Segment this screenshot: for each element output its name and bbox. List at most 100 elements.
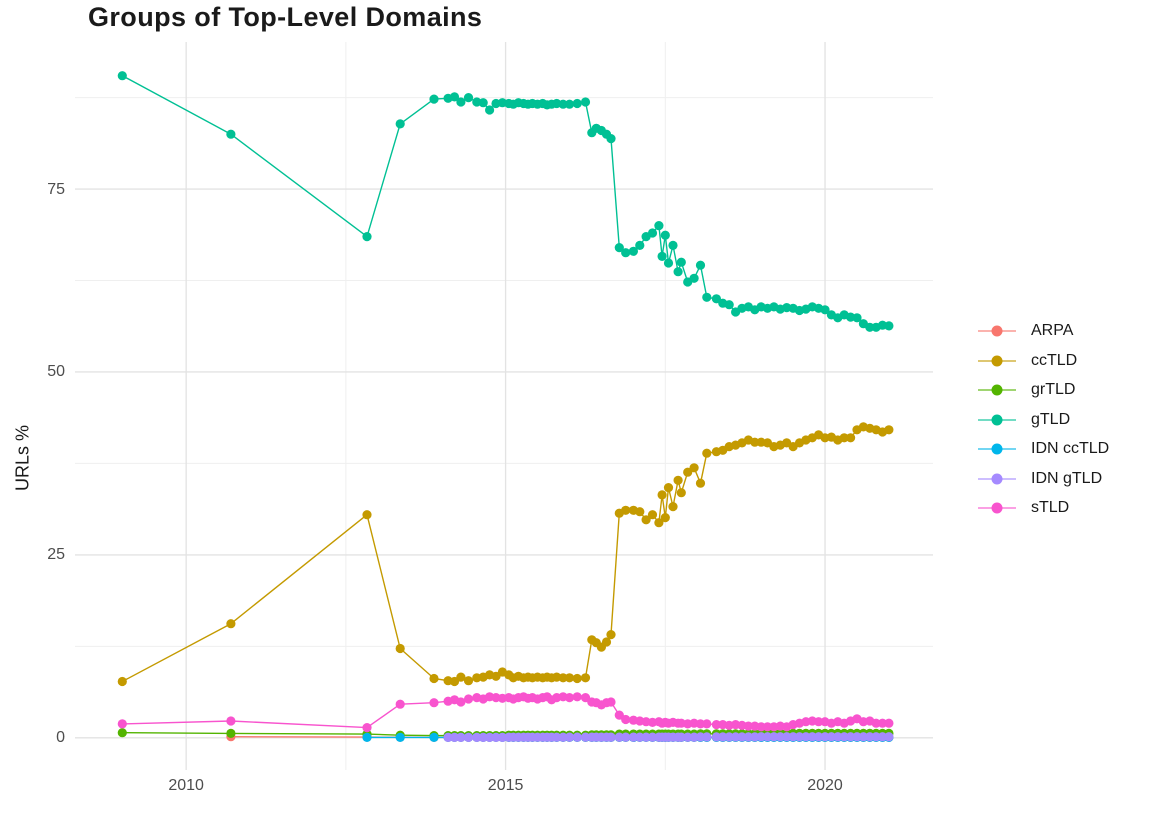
legend-label: sTLD	[1031, 499, 1070, 516]
data-point	[673, 267, 683, 277]
data-point	[485, 105, 495, 115]
data-point	[689, 463, 699, 473]
data-point	[614, 710, 624, 720]
data-point	[852, 313, 862, 323]
series-stld	[117, 692, 894, 733]
data-point	[807, 732, 817, 742]
data-point	[820, 305, 830, 315]
data-point	[702, 292, 712, 302]
data-point	[117, 676, 127, 687]
data-point	[635, 732, 645, 742]
series-cctld	[117, 422, 894, 687]
data-point	[702, 732, 712, 742]
data-point	[456, 672, 466, 682]
data-point	[463, 732, 474, 743]
data-point	[676, 257, 686, 267]
data-point	[737, 732, 747, 742]
data-point	[858, 732, 869, 742]
data-point	[731, 732, 741, 742]
data-point	[478, 98, 488, 108]
data-point	[695, 260, 706, 270]
legend-item-stld: sTLD	[977, 499, 1109, 517]
legend-item-cctld: ccTLD	[977, 352, 1109, 370]
data-point	[884, 718, 894, 728]
data-point	[884, 425, 894, 435]
data-point	[463, 93, 474, 103]
data-point	[628, 732, 639, 742]
data-point	[564, 732, 575, 742]
data-point	[865, 322, 875, 332]
data-point	[826, 732, 837, 742]
data-point	[676, 488, 686, 498]
data-point	[449, 92, 460, 102]
data-point	[689, 732, 699, 742]
legend-label: gTLD	[1031, 410, 1071, 428]
data-point	[614, 243, 624, 253]
data-point	[794, 732, 805, 742]
data-point	[621, 714, 631, 725]
data-point	[635, 507, 645, 517]
data-point	[449, 676, 460, 687]
data-point	[788, 732, 798, 742]
data-point	[491, 732, 501, 743]
data-point	[456, 97, 466, 107]
y-tick-label: 75	[47, 180, 65, 198]
series-gtld	[117, 71, 894, 332]
data-point	[695, 732, 706, 742]
data-point	[362, 732, 372, 743]
data-point	[449, 732, 460, 743]
y-tick-label: 25	[47, 546, 65, 564]
legend: ARPA ccTLD grTLD gTLD IDN ccTLD IDN gTLD sTLD	[977, 322, 1109, 529]
data-point	[497, 732, 507, 743]
data-point	[839, 732, 849, 742]
data-point	[226, 716, 236, 726]
data-point	[572, 732, 582, 742]
x-tick-label: 2010	[168, 777, 204, 794]
data-point	[564, 673, 575, 683]
data-point	[865, 732, 875, 742]
data-point	[743, 732, 754, 742]
chart-title: Groups of Top-Level Domains	[88, 2, 483, 32]
data-point	[564, 99, 575, 109]
data-point	[657, 251, 667, 261]
data-point	[621, 248, 631, 258]
data-point	[443, 732, 453, 743]
legend-key-icon	[978, 384, 1016, 396]
data-point	[395, 699, 405, 709]
data-point	[606, 630, 616, 640]
data-point	[635, 240, 645, 250]
data-point	[606, 697, 616, 707]
data-point	[769, 732, 779, 742]
data-point	[395, 732, 405, 743]
data-point	[641, 515, 651, 525]
data-point	[839, 433, 849, 443]
data-point	[456, 697, 466, 707]
data-point	[663, 258, 674, 268]
data-point	[877, 718, 888, 728]
data-point	[558, 673, 568, 683]
data-point	[641, 732, 651, 742]
data-point	[606, 732, 616, 742]
data-point	[362, 510, 372, 520]
data-point	[820, 732, 830, 742]
data-point	[485, 732, 495, 743]
data-point	[117, 71, 127, 81]
data-point	[695, 719, 706, 729]
legend-label: IDN ccTLD	[1031, 440, 1110, 457]
legend-key-icon	[978, 443, 1016, 455]
data-point	[226, 129, 236, 139]
data-point	[572, 673, 582, 684]
data-point	[756, 722, 766, 732]
data-point	[621, 732, 631, 742]
data-point	[429, 732, 439, 743]
data-point	[663, 483, 674, 493]
legend-item-idn-cctld: IDN ccTLD	[977, 440, 1109, 458]
data-point	[572, 692, 582, 702]
data-point	[750, 437, 760, 447]
data-point	[711, 720, 722, 730]
data-point	[683, 732, 693, 742]
data-point	[552, 732, 562, 742]
data-point	[606, 134, 616, 144]
